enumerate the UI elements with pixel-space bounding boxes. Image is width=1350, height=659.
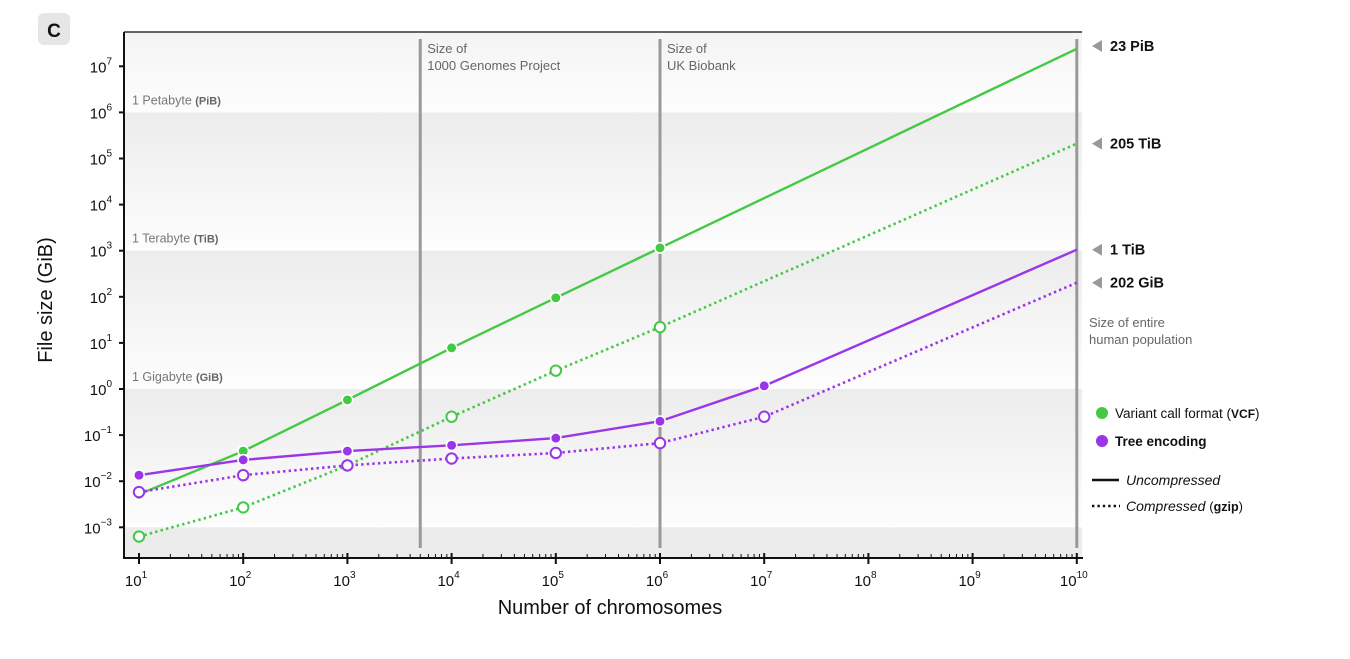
panel-badge: C (38, 13, 70, 45)
x-tick-label: 102 (229, 570, 252, 590)
legend: Variant call format (VCF) Tree encoding Un… (1092, 406, 1260, 514)
end-marker-arrow-icon (1092, 40, 1102, 52)
x-tick-label: 105 (542, 570, 565, 590)
series-line-tree-uncompressed (138, 248, 1078, 477)
data-point (549, 446, 562, 460)
y-tick-label: 105 (90, 149, 113, 169)
data-point (758, 410, 771, 423)
legend-tree-dot-icon (1096, 435, 1108, 447)
data-point (549, 432, 562, 445)
data-point (237, 501, 250, 514)
end-value-label: 23 PiB (1110, 39, 1154, 55)
marker-label: Size of entire (1089, 315, 1165, 330)
legend-tree-label: Tree encoding (1115, 434, 1207, 449)
end-marker-arrow-icon (1092, 137, 1102, 150)
data-point (341, 459, 354, 472)
band-region (124, 250, 1082, 389)
band-label: 1 Petabyte (PiB) (132, 93, 221, 107)
x-tick-label: 108 (854, 570, 877, 590)
data-point (445, 410, 458, 423)
x-tick-label: 101 (125, 570, 148, 590)
y-tick-label: 10−1 (84, 425, 113, 445)
legend-vcf-dot-icon (1096, 407, 1108, 419)
end-value-label: 202 GiB (1110, 276, 1164, 292)
data-point (445, 452, 458, 465)
x-tick-label: 103 (333, 570, 356, 590)
x-tick-label: 104 (437, 570, 460, 590)
y-tick-label: 100 (90, 379, 113, 399)
y-tick-label: 107 (90, 56, 113, 76)
band-label: 1 Terabyte (TiB) (132, 232, 219, 246)
band-label: 1 Gigabyte (GiB) (132, 370, 223, 384)
panel-badge-bg (38, 13, 70, 45)
y-tick-label: 10−3 (84, 517, 113, 537)
data-point (654, 415, 666, 428)
y-tick-label: 102 (90, 287, 113, 307)
end-marker-arrow-icon (1092, 243, 1102, 256)
marker-label: 1000 Genomes Project (427, 58, 560, 73)
data-point (341, 445, 354, 458)
marker-label: UK Biobank (667, 58, 736, 73)
marker-label: human population (1089, 332, 1192, 347)
data-point (133, 469, 145, 482)
size-bands: 1 Petabyte (PiB) 1 Terabyte (TiB) 1 Gigaby… (124, 32, 1082, 558)
data-point (653, 436, 667, 450)
band-region (124, 112, 1082, 251)
band-below-megabyte (124, 527, 1082, 558)
data-point (653, 320, 667, 334)
data-point (654, 241, 666, 254)
data-point (132, 530, 146, 543)
end-marker-arrow-icon (1092, 276, 1102, 289)
panel-label: C (47, 21, 61, 42)
y-tick-label: 103 (90, 241, 113, 261)
data-point (445, 439, 458, 452)
data-point (445, 341, 458, 354)
marker-label: Size of (667, 41, 707, 56)
data-point (549, 291, 562, 304)
x-tick-label: 1010 (1060, 570, 1088, 590)
x-tick-label: 109 (958, 570, 981, 590)
x-axis-title: Number of chromosomes (498, 597, 723, 619)
data-point (132, 485, 146, 499)
marker-label: Size of (427, 41, 467, 56)
data-point (549, 364, 562, 377)
y-tick-label: 101 (90, 333, 113, 353)
data-series (132, 47, 1078, 543)
y-axis-title: File size (GiB) (35, 237, 57, 363)
legend-uncompressed-label: Uncompressed (1126, 472, 1221, 488)
data-point (237, 453, 250, 466)
legend-compressed-label: Compressed (gzip) (1126, 498, 1243, 514)
y-tick-label: 104 (90, 195, 113, 215)
end-labels: 23 PiB 205 TiB 1 TiB 202 GiB (1092, 39, 1164, 292)
data-point (237, 468, 250, 482)
vertical-markers: Size of 1000 Genomes Project Size of UK Bio… (418, 39, 1192, 548)
legend-vcf-label: Variant call format (VCF) (1115, 406, 1260, 421)
axes: 10−3 10−2 10−1 100 101 102 103 104 105 106 107 101 1… (84, 31, 1088, 590)
end-value-label: 1 TiB (1110, 243, 1145, 259)
band-above-petabyte (124, 32, 1082, 113)
band-region (124, 389, 1082, 528)
x-tick-label: 106 (646, 570, 669, 590)
y-tick-label: 106 (90, 102, 113, 122)
data-point (341, 393, 354, 406)
data-point (758, 379, 771, 392)
y-tick-label: 10−2 (84, 471, 113, 491)
x-tick-label: 107 (750, 570, 773, 590)
end-value-label: 205 TiB (1110, 137, 1161, 153)
